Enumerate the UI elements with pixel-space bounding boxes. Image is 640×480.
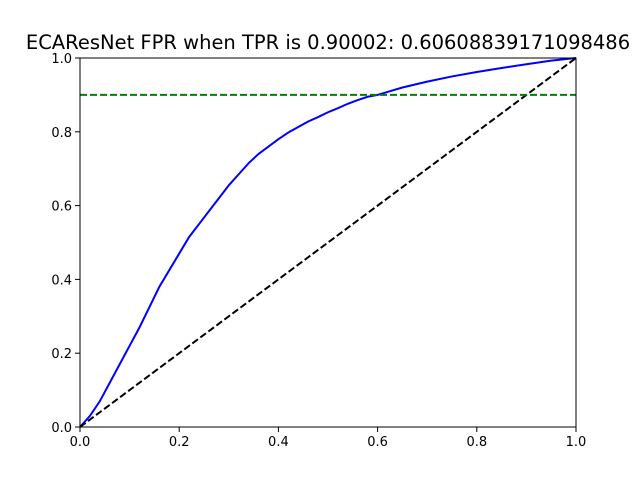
x-tick-label: 0.6 [367,435,388,450]
x-tick-label: 1.0 [566,435,587,450]
y-tick-label: 0.8 [51,126,72,141]
series-layer [79,57,577,428]
plot-frame [79,57,577,428]
x-tick-label: 0.0 [70,435,91,450]
y-tick-label: 0.6 [51,200,72,215]
y-tick-label: 0.4 [51,273,72,288]
series-line-0 [79,57,577,428]
x-axis: 0.0 0.2 0.4 0.6 0.8 1.0 [70,427,587,450]
x-tick-label: 0.8 [466,435,487,450]
series-line-1 [79,57,577,428]
y-tick-label: 0.2 [51,347,72,362]
chart-title: ECAResNet FPR when TPR is 0.90002: 0.606… [26,31,630,54]
x-tick-label: 0.2 [169,435,190,450]
y-tick-label: 1.0 [51,52,72,67]
y-tick-label: 0.0 [51,421,72,436]
x-tick-label: 0.4 [268,435,289,450]
y-axis: 0.0 0.2 0.4 0.6 0.8 1.0 [51,52,80,436]
